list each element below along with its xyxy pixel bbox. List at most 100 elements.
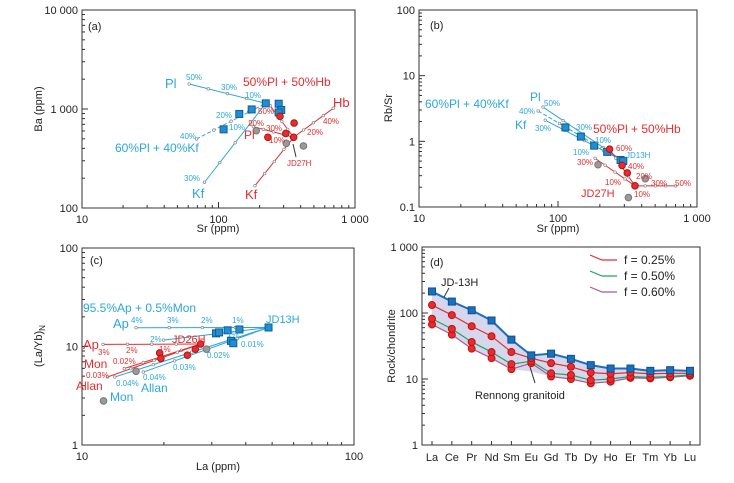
data-point-gray (624, 193, 633, 202)
data-point-square (229, 339, 238, 348)
annotation-label: 10% (269, 136, 285, 145)
annotation-label: 30% (535, 124, 551, 133)
model-step-marker (194, 137, 199, 141)
x-tick-label: Dy (584, 452, 598, 464)
y-axis-title-text: Ba (ppm) (33, 86, 45, 131)
model-step-marker (125, 342, 130, 346)
model-step-marker (141, 360, 145, 365)
model-step-marker (175, 350, 179, 354)
annotation-label: 30% (576, 123, 592, 132)
model-step-marker (623, 177, 627, 181)
y-tick-label: 100 (60, 203, 78, 215)
model-step-marker (105, 375, 110, 379)
data-point-gray (594, 160, 602, 169)
model-step-marker (134, 326, 138, 330)
y-axis-title-text: Rb/Sr (383, 94, 395, 122)
model-step-marker (643, 184, 647, 188)
y-tick-label: 1 (412, 440, 418, 452)
y-axis-title-text: Rock/chondrite (386, 309, 398, 382)
annotation-label: 30% (266, 124, 282, 133)
model-step-marker (248, 121, 253, 125)
annotation-label: 40% (628, 162, 644, 171)
model-step-marker (212, 128, 216, 132)
data-point-square (686, 366, 694, 375)
x-tick-label: Lu (684, 452, 696, 464)
model-step-marker (280, 119, 284, 124)
data-point-circle (547, 369, 556, 378)
annotation-label: 30% (184, 174, 200, 183)
x-tick-label: 100 (549, 213, 567, 225)
annotation-label: 20% (216, 111, 232, 120)
x-axis-title: Sr (ppm) (537, 223, 580, 235)
data-point-circle (618, 161, 626, 170)
annotation-label: JD13H (626, 151, 651, 160)
data-point-circle (586, 368, 595, 377)
data-point-square (219, 125, 228, 134)
model-step-marker (113, 375, 117, 379)
data-point-circle (623, 169, 632, 177)
annotation-label: 0.02% (113, 357, 136, 366)
data-point-square (566, 354, 575, 363)
legend-swatch (589, 270, 617, 277)
data-point-square (666, 366, 675, 375)
model-step-marker (188, 335, 192, 339)
x-tick-label: 1 000 (341, 214, 369, 226)
annotation-label: 0.03% (86, 371, 109, 380)
y-axis-title: Ba (ppm) (33, 86, 45, 131)
annotation-label: Pl (244, 128, 255, 142)
data-point-circle (281, 129, 290, 138)
annotation-label: 10% (245, 91, 261, 100)
data-point-circle (428, 314, 436, 323)
data-point-square (507, 335, 516, 344)
annotation-label: 3% (98, 348, 110, 357)
data-point-square (547, 349, 556, 358)
data-point-square (626, 364, 635, 373)
data-point-circle (467, 322, 476, 331)
x-tick-label: Gd (544, 452, 559, 464)
x-tick-label: 10 (413, 213, 425, 225)
annotation-label: Kf (192, 186, 205, 201)
annotation-label: 30% (651, 179, 667, 188)
model-step-marker (321, 113, 325, 118)
y-tick-label: 0.1 (400, 202, 415, 214)
y-axis-title-subscript: N (38, 325, 47, 331)
annotation-label: 10% (634, 190, 650, 199)
annotation-label: 50% (186, 73, 202, 82)
x-tick-label: 1 000 (683, 213, 711, 225)
annotation-label: 1% (232, 316, 244, 325)
model-step-marker (233, 141, 237, 145)
model-step-marker (251, 125, 255, 129)
model-step-marker (141, 370, 145, 374)
y-tick-label: 100 (400, 308, 418, 320)
data-point-square (264, 323, 273, 332)
plot-frame (81, 247, 355, 446)
annotation-label: (c) (90, 255, 103, 267)
model-step-marker (151, 362, 155, 367)
y-tick-label: 100 (60, 243, 78, 255)
annotation-label: Ap (113, 316, 129, 331)
data-point-circle (264, 133, 272, 142)
data-point-circle (428, 301, 436, 310)
annotation-label: Kf (515, 118, 527, 132)
annotation-label: 20% (307, 128, 323, 137)
model-step-marker (190, 350, 194, 354)
annotation-label: Ap (83, 337, 99, 352)
data-point-circle (183, 351, 192, 359)
data-point-square (527, 351, 536, 360)
annotation-label: 10% (229, 123, 245, 132)
y-tick-label: 10 000 (44, 5, 78, 17)
legend-label: f = 0.50% (624, 269, 675, 283)
data-point-square (215, 328, 224, 337)
data-point-square (606, 364, 615, 373)
model-step-marker (152, 358, 156, 363)
data-point-square (590, 141, 599, 150)
x-tick-label: Pr (466, 452, 477, 464)
model-step-marker (253, 184, 257, 188)
y-tick-label: 10 (403, 71, 415, 83)
data-point-circle (507, 360, 516, 369)
model-step-marker (187, 82, 191, 86)
annotation-label: 3% (167, 316, 179, 325)
legend-swatch (589, 286, 617, 293)
